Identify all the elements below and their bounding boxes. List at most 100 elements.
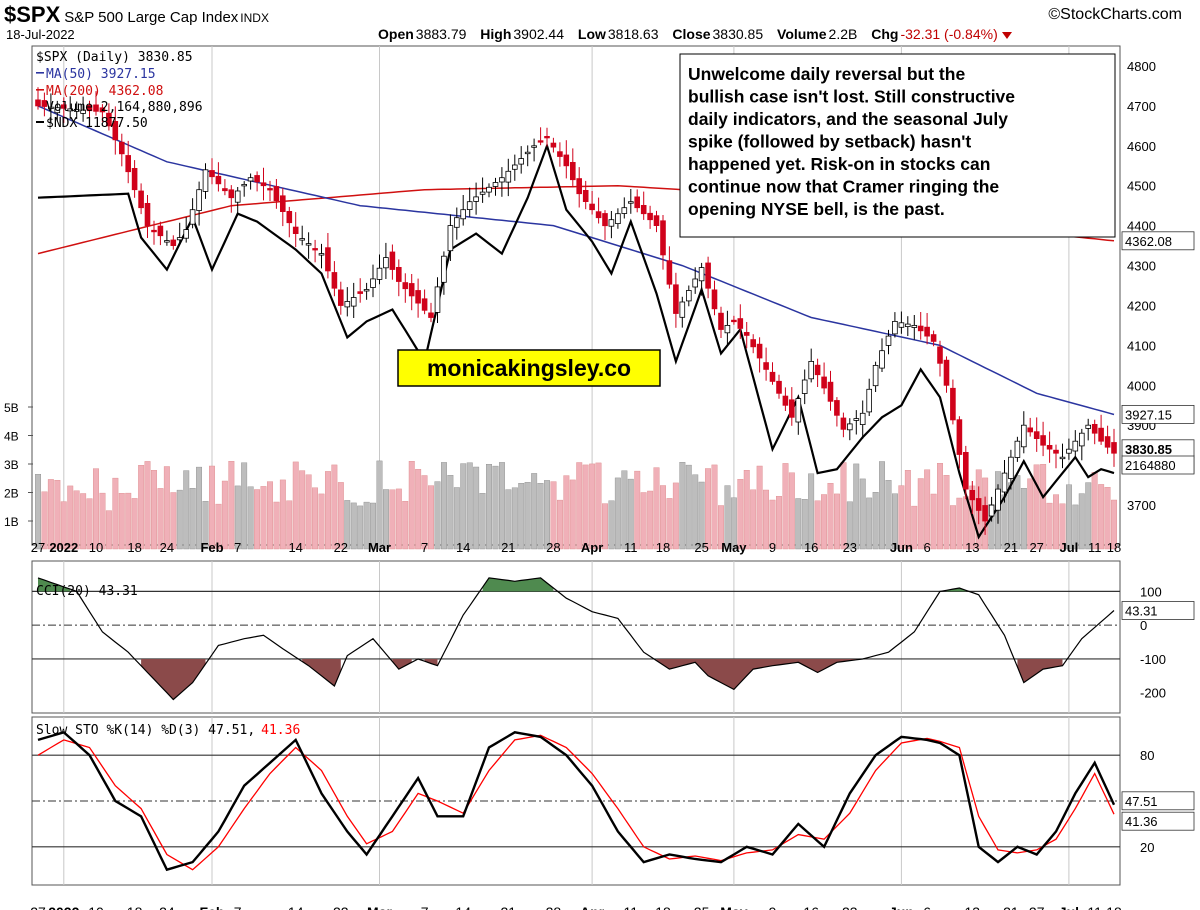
volume-bar [499, 462, 505, 550]
volume-bar [544, 480, 550, 550]
volume-bar [930, 493, 937, 550]
candle [975, 486, 982, 525]
candle [479, 177, 486, 203]
candle [389, 244, 396, 280]
high-value: 3902.44 [513, 26, 564, 42]
price-tick-label: 4500 [1127, 179, 1156, 194]
volume-bar [325, 471, 331, 550]
brand-label: ©StockCharts.com [1048, 6, 1182, 23]
candle-body [518, 158, 524, 165]
candle [756, 337, 763, 373]
date-tick-label: 23 [843, 540, 857, 555]
bottom-date-tick-label: 22 [333, 904, 349, 910]
candle-body [557, 151, 563, 157]
candle-body [1040, 435, 1046, 446]
candle-body [215, 175, 222, 185]
volume-tick-label: 2B [4, 487, 19, 501]
candle-body [950, 387, 956, 421]
volume-bar [260, 486, 267, 550]
candle-body [686, 290, 692, 302]
candle-body [370, 278, 376, 288]
candle-body [982, 505, 988, 522]
candle-body [763, 362, 769, 370]
candle [350, 282, 357, 318]
candle [1072, 430, 1079, 458]
candle [260, 167, 267, 201]
volume-bar [730, 497, 737, 550]
volume-bar [189, 488, 196, 550]
bottom-date-tick-label: Jul [1059, 904, 1079, 910]
volume-bar [557, 499, 563, 550]
candle [924, 313, 930, 345]
bottom-date-tick-label: 16 [803, 904, 819, 910]
bottom-date-tick-label: 24 [159, 904, 175, 910]
cci-overbought-fill [482, 577, 554, 592]
candle-body [924, 326, 930, 337]
candle [125, 140, 132, 184]
volume-bar [589, 463, 596, 550]
volume-bar [505, 489, 512, 550]
candle-body [930, 334, 937, 342]
volume-bar [750, 489, 757, 550]
candle-body [956, 419, 963, 455]
volume-bar [866, 497, 873, 550]
volume-bar [821, 494, 827, 550]
candle [1046, 431, 1053, 463]
candle-body [428, 312, 434, 318]
candle [357, 278, 363, 303]
candle-body [80, 109, 86, 114]
candle-body [853, 418, 860, 421]
candle [35, 87, 41, 110]
volume-bar [1085, 482, 1092, 550]
bottom-date-tick-label: 9 [769, 904, 777, 910]
date-tick-label: Feb [200, 540, 223, 555]
candle [1079, 428, 1085, 461]
candle [1040, 421, 1046, 457]
candle-body [769, 371, 776, 382]
candle-body [389, 251, 396, 270]
volume-bar [183, 470, 190, 550]
candle [241, 181, 248, 197]
candle-body [911, 324, 918, 328]
candle-body [499, 177, 505, 183]
candle [963, 445, 969, 500]
bottom-date-tick-label: 25 [694, 904, 710, 910]
candle [312, 239, 318, 263]
candle [325, 233, 331, 279]
candle-body [260, 182, 267, 187]
candle-body [679, 301, 686, 318]
candle-body [821, 376, 827, 389]
candle [524, 145, 531, 167]
candle-body [1066, 448, 1072, 454]
candle-body [634, 196, 640, 209]
volume-bar [389, 489, 396, 550]
date-tick-label: 27 [31, 540, 45, 555]
candle [151, 220, 157, 245]
bottom-date-tick-label: 21 [501, 904, 517, 910]
legend-spx: $SPX (Daily) 3830.85 [36, 50, 193, 65]
candle-body [196, 189, 202, 211]
ma200-badge-box [1121, 231, 1195, 251]
bottom-date-tick-label: 2022 [48, 904, 79, 910]
candle-body [441, 255, 447, 283]
candle-body [286, 210, 293, 224]
bottom-date-tick-label: 27 [1029, 904, 1045, 910]
legend-ma200-swatch [36, 89, 44, 91]
volume-bar [1033, 464, 1040, 550]
volume-bar [241, 462, 248, 550]
candle [1059, 443, 1066, 469]
volume-bar [318, 493, 325, 550]
volume-bar [550, 481, 557, 550]
bottom-date-tick-label: 14 [455, 904, 471, 910]
candle-body [138, 190, 144, 209]
candle [647, 205, 653, 229]
cci-oversold-fill [141, 659, 206, 700]
candle [93, 91, 99, 116]
date-tick-label: 24 [160, 540, 174, 555]
candle-body [337, 289, 344, 306]
bottom-date-tick-label: Apr [580, 904, 605, 910]
candle [834, 397, 840, 427]
sto-label-d: 41.36 [261, 723, 300, 738]
legend-ndx-swatch [36, 121, 44, 123]
cci-line [37, 577, 1115, 701]
